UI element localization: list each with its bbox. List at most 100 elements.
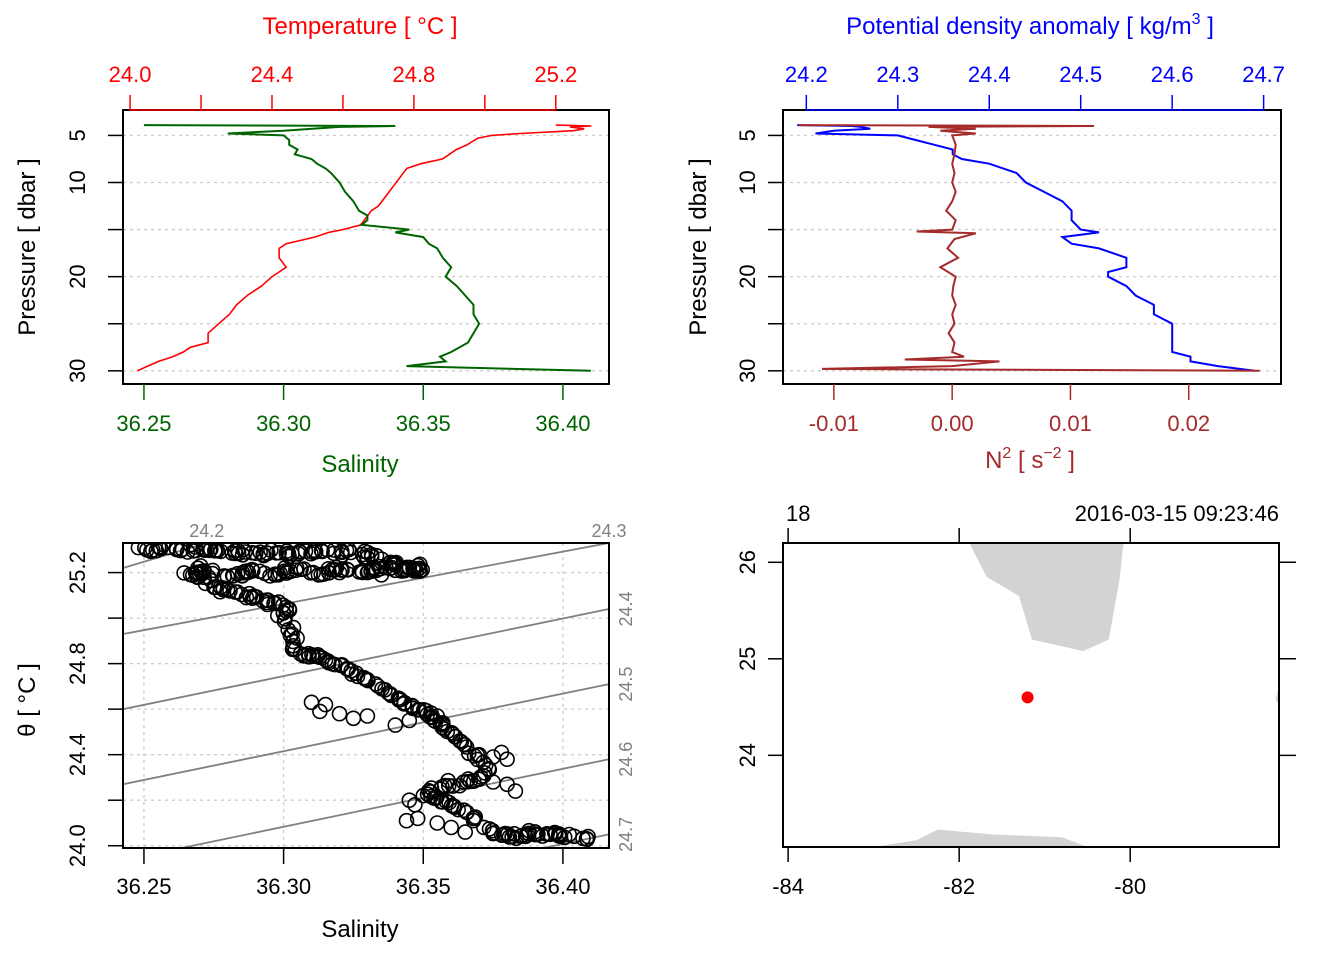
- ts-point: [219, 581, 236, 598]
- latitude-tick-label: 26: [735, 550, 760, 574]
- temperature-tick-label: 24.8: [392, 62, 435, 87]
- ts-point: [436, 721, 453, 737]
- ts-point: [285, 633, 301, 650]
- salinity-tick-label: 36.25: [116, 874, 171, 899]
- isopycnal-label: 24.3: [591, 521, 626, 541]
- ts-point: [258, 592, 275, 609]
- profile-series: [136, 124, 592, 372]
- ts-point: [481, 821, 498, 837]
- temperature-tick-label: 24.4: [251, 62, 294, 87]
- panel-station-map: -84 -82 -80 24 25 26 18 2016-03-15 09:23:46: [735, 501, 1296, 899]
- ts-point: [398, 812, 415, 829]
- salinity-line: [143, 124, 591, 372]
- ts-point: [258, 545, 275, 561]
- ts-point: [289, 630, 305, 646]
- ts-point: [443, 819, 460, 836]
- theta-axis-title: θ [ °C ]: [14, 663, 41, 737]
- theta-tick-label: 24.4: [65, 733, 90, 776]
- salinity-axis-title: Salinity: [321, 916, 398, 943]
- ts-point: [304, 647, 320, 663]
- panel-temperature-salinity-profile: Temperature [ °C ] 24.0 24.4 24.8 25.2 36.2…: [14, 13, 610, 478]
- ts-point: [303, 694, 320, 711]
- ts-point: [453, 733, 470, 750]
- ts-point: [456, 736, 473, 753]
- ts-point: [331, 564, 348, 581]
- ts-points: [130, 543, 596, 848]
- ts-point: [396, 694, 413, 711]
- n2-title-main: N: [985, 447, 1002, 474]
- ts-point: [447, 728, 464, 745]
- theta-axis-ticks: 24.0 24.4 24.8 25.2: [65, 551, 123, 867]
- isopycnal-line: [181, 758, 609, 848]
- ts-point: [456, 802, 472, 819]
- isopycnal-label: 24.7: [616, 817, 636, 852]
- density-tick-label: 24.2: [785, 62, 828, 87]
- panel-ts-diagram: 24.2 24.3 24.4 24.5 24.6 24.7 36.25 36.30 36.35…: [14, 521, 636, 943]
- ts-point: [287, 562, 304, 579]
- pressure-tick-label: 10: [735, 170, 760, 194]
- ts-point: [580, 828, 596, 845]
- temperature-tick-label: 24.0: [109, 62, 152, 87]
- plot-frame: [122, 109, 610, 385]
- n2-line: [798, 124, 1260, 372]
- pressure-tick-label: 20: [65, 264, 90, 288]
- panel-density-n2-profile: Potential density anomaly [ kg/m3 ] 24.2…: [685, 11, 1285, 474]
- ts-point: [360, 672, 376, 689]
- isopycnal-label: 24.4: [616, 591, 636, 626]
- n2-title-mid: [ s: [1011, 447, 1043, 474]
- ts-point: [251, 563, 268, 580]
- density-axis-title: Potential density anomaly [ kg/m3 ]: [846, 11, 1214, 40]
- longitude-tick-label: -80: [1114, 874, 1146, 899]
- density-tick-label: 24.4: [968, 62, 1011, 87]
- ts-point: [359, 708, 376, 724]
- ts-point: [455, 774, 472, 790]
- ts-point: [225, 568, 242, 584]
- n2-title-sup: 2: [1002, 445, 1011, 462]
- ts-point: [507, 783, 524, 799]
- latitude-tick-label: 25: [735, 647, 760, 671]
- temperature-axis-ticks: 24.0 24.4 24.8 25.2: [109, 62, 577, 111]
- salinity-tick-label: 36.40: [535, 411, 590, 436]
- density-tick-label: 24.7: [1242, 62, 1285, 87]
- ts-point: [406, 563, 422, 579]
- ts-point: [401, 792, 418, 809]
- salinity-tick-label: 36.25: [116, 411, 171, 436]
- ts-point: [401, 560, 418, 576]
- n2-axis-title: N2 [ s−2 ]: [985, 445, 1075, 474]
- pressure-tick-label: 30: [65, 359, 90, 383]
- isopycnal-line: [123, 608, 609, 711]
- station-marker[interactable]: [1021, 691, 1034, 704]
- n2-tick-label: 0.02: [1167, 411, 1210, 436]
- salinity-tick-label: 36.35: [396, 411, 451, 436]
- salinity-tick-label: 36.35: [396, 874, 451, 899]
- ts-point: [271, 544, 287, 561]
- ts-point: [150, 543, 167, 555]
- ts-point: [176, 565, 192, 581]
- station-number-label: 18: [786, 501, 810, 526]
- ts-point: [429, 815, 446, 831]
- isopycnal-label: 24.6: [616, 742, 636, 777]
- profile-series: [797, 124, 1260, 372]
- ts-point: [409, 810, 426, 827]
- pressure-tick-label: 30: [735, 359, 760, 383]
- longitude-tick-label: -84: [772, 874, 804, 899]
- ts-point: [331, 705, 348, 722]
- temperature-tick-label: 25.2: [534, 62, 577, 87]
- n2-title-sup2: −2: [1043, 445, 1061, 462]
- n2-axis-ticks: -0.01 0.00 0.01 0.02: [809, 384, 1210, 436]
- n2-tick-label: -0.01: [809, 411, 859, 436]
- ts-point: [233, 586, 250, 603]
- ts-point: [393, 563, 410, 579]
- ts-point: [237, 544, 253, 560]
- n2-tick-label: 0.01: [1049, 411, 1092, 436]
- isopycnal-labels: 24.2 24.3 24.4 24.5 24.6 24.7: [189, 521, 636, 852]
- ts-point: [357, 671, 373, 687]
- isopycnal-line: [123, 683, 609, 786]
- ts-point: [458, 739, 475, 755]
- temperature-axis-title: Temperature [ °C ]: [263, 13, 458, 40]
- ts-point: [578, 830, 595, 847]
- ts-point: [440, 777, 457, 794]
- ts-point: [197, 575, 214, 592]
- salinity-axis-ticks: 36.25 36.30 36.35 36.40: [116, 848, 590, 899]
